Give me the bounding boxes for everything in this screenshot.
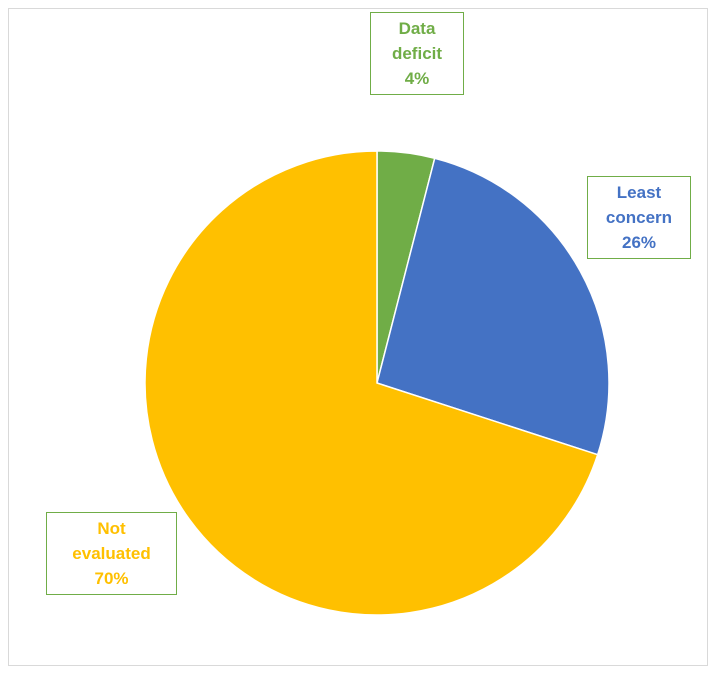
- slice-label-line: concern: [605, 208, 673, 227]
- data-label-data-deficit: Data deficit 4%: [370, 12, 464, 95]
- slice-label-line: deficit: [391, 44, 443, 63]
- pie-slice-least-concern: [376, 157, 610, 456]
- slice-label-line: Data: [398, 19, 436, 38]
- data-label-least-concern: Least concern 26%: [587, 176, 691, 259]
- slice-value-label: 4%: [404, 69, 430, 88]
- slice-label-line: Not: [97, 519, 126, 538]
- chart-area: Data deficit 4% Least concern 26% Not ev…: [8, 8, 708, 666]
- slice-value-label: 70%: [94, 569, 129, 588]
- slice-label-line: Least: [616, 183, 662, 202]
- slice-value-label: 26%: [621, 233, 657, 252]
- pie-slice-not-evaluated: [144, 150, 599, 616]
- slice-label-line: evaluated: [72, 544, 151, 563]
- data-label-not-evaluated: Not evaluated 70%: [46, 512, 177, 595]
- pie-chart: [144, 150, 610, 616]
